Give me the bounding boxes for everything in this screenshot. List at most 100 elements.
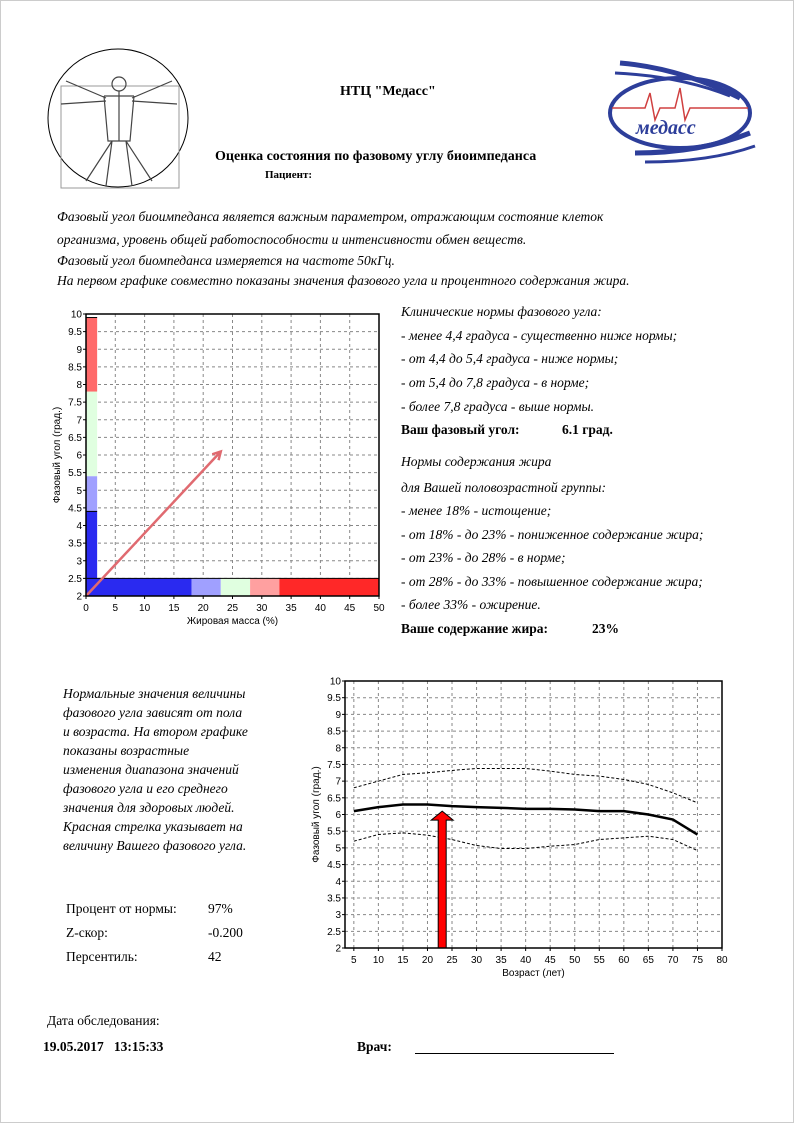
y-tick-label: 6.5 [327,793,341,804]
x-tick-label: 30 [471,955,483,966]
intro-line: Фазовый угол биомпеданса измеряется на ч… [57,253,395,268]
y-tick-label: 7.5 [327,760,341,771]
mean-line [353,803,699,836]
y-tick-label: 2 [335,944,341,955]
y-tick-label: 6.5 [68,433,82,444]
x-tick-label: 15 [168,603,180,614]
y-tick-label: 2.5 [68,574,82,585]
stat-label: Персентиль: [66,949,138,964]
stat-value: -0.200 [208,925,243,940]
fat-norms-heading: для Вашей половозрастной группы: [401,480,606,495]
y-tick-label: 5.5 [68,468,82,479]
phase-band [86,476,98,512]
y-tick-label: 3 [76,556,82,567]
y-tick-label: 8.5 [68,362,82,373]
stat-label: Z-скор: [66,925,108,940]
y-tick-label: 5 [76,486,82,497]
y-tick-label: 8 [335,743,341,754]
fat-norms-heading: Нормы содержания жира [401,454,552,469]
x-tick-label: 60 [618,955,630,966]
x-tick-label: 25 [227,603,239,614]
fat-phase-arrow [85,450,222,597]
y-tick-label: 9 [335,710,341,721]
x-tick-label: 35 [496,955,508,966]
x-tick-label: 65 [643,955,655,966]
phase-norms-heading: Клинические нормы фазового угла: [401,304,602,319]
age-note-line: показаны возрастные [63,743,190,758]
page-title: Оценка состояния по фазовому углу биоимп… [215,149,537,164]
x-tick-label: 80 [716,955,728,966]
x-axis-label: Жировая масса (%) [187,616,278,627]
x-tick-label: 20 [198,603,210,614]
x-tick-label: 10 [139,603,151,614]
x-tick-label: 10 [373,955,385,966]
stat-value: 97% [208,901,233,916]
fat-band [250,578,280,596]
y-tick-label: 8 [76,380,82,391]
y-tick-label: 10 [330,677,342,688]
doctor-label: Врач: [357,1039,392,1054]
fat-norm-item: - от 28% - до 33% - повышенное содержани… [401,574,703,589]
fat-band [279,578,379,596]
fat-band [220,578,251,596]
y-tick-label: 2.5 [327,927,341,938]
y-tick-label: 9.5 [327,693,341,704]
plot-frame [344,680,723,949]
x-axis-label: Возраст (лет) [502,968,565,979]
age-note-line: фазового угла и его среднего [63,781,228,796]
y-tick-label: 4 [335,877,341,888]
plot-frame [85,313,380,597]
x-tick-label: 70 [667,955,679,966]
y-axis-label: Фазовый угол (град.) [311,766,322,862]
y-tick-label: 9 [76,345,82,356]
y-tick-label: 10 [71,310,83,321]
x-tick-label: 40 [520,955,532,966]
x-tick-label: 55 [594,955,606,966]
phase-norm-item: - менее 4,4 градуса - существенно ниже н… [401,328,678,343]
phase-norm-item: - более 7,8 градуса - выше нормы. [401,399,594,414]
stat-value: 42 [208,949,222,964]
x-tick-label: 5 [351,955,357,966]
date-label: Дата обследования: [47,1013,160,1028]
phase-result-value: 6.1 град. [562,422,613,437]
x-tick-label: 45 [344,603,356,614]
y-tick-label: 3 [335,910,341,921]
x-tick-label: 50 [569,955,581,966]
y-tick-label: 6 [335,810,341,821]
y-tick-label: 7 [335,777,341,788]
y-tick-label: 4.5 [327,860,341,871]
medass-logo: медасс [608,60,756,164]
y-tick-label: 3.5 [327,893,341,904]
phase-norm-item: - от 5,4 до 7,8 градуса - в норме; [401,375,590,390]
x-tick-label: 30 [256,603,268,614]
intro-line: Фазовый угол биоимпеданса является важны… [57,209,604,224]
phase-band [86,511,98,579]
y-tick-label: 7.5 [68,398,82,409]
x-tick-label: 35 [286,603,298,614]
fat-result-label: Ваше содержание жира: [401,621,548,636]
phase-result-label: Ваш фазовый угол: [401,422,520,437]
fat-band [191,578,221,596]
fat-result-value: 23% [592,621,619,636]
y-tick-label: 8.5 [327,727,341,738]
phase-norm-item: - от 4,4 до 5,4 градуса - ниже нормы; [401,351,619,366]
y-tick-label: 5.5 [327,827,341,838]
x-tick-label: 5 [113,603,119,614]
x-tick-label: 25 [446,955,458,966]
age-note-line: Красная стрелка указывает на [63,819,243,834]
x-tick-label: 15 [397,955,409,966]
fat-norm-item: - от 23% - до 28% - в норме; [401,550,566,565]
vitruvian-logo [47,48,189,189]
stat-label: Процент от нормы: [66,901,177,916]
intro-line: На первом графике совместно показаны зна… [57,273,630,288]
date-value: 19.05.2017 13:15:33 [43,1039,164,1054]
y-tick-label: 2 [76,592,82,603]
y-tick-label: 9.5 [68,327,82,338]
age-note-line: изменения диапазона значений [63,762,239,777]
age-note-line: и возраста. На втором графике [63,724,248,739]
x-tick-label: 45 [545,955,557,966]
y-axis-label: Фазовый угол (град.) [52,407,63,503]
y-tick-label: 7 [76,415,82,426]
y-tick-label: 6 [76,451,82,462]
